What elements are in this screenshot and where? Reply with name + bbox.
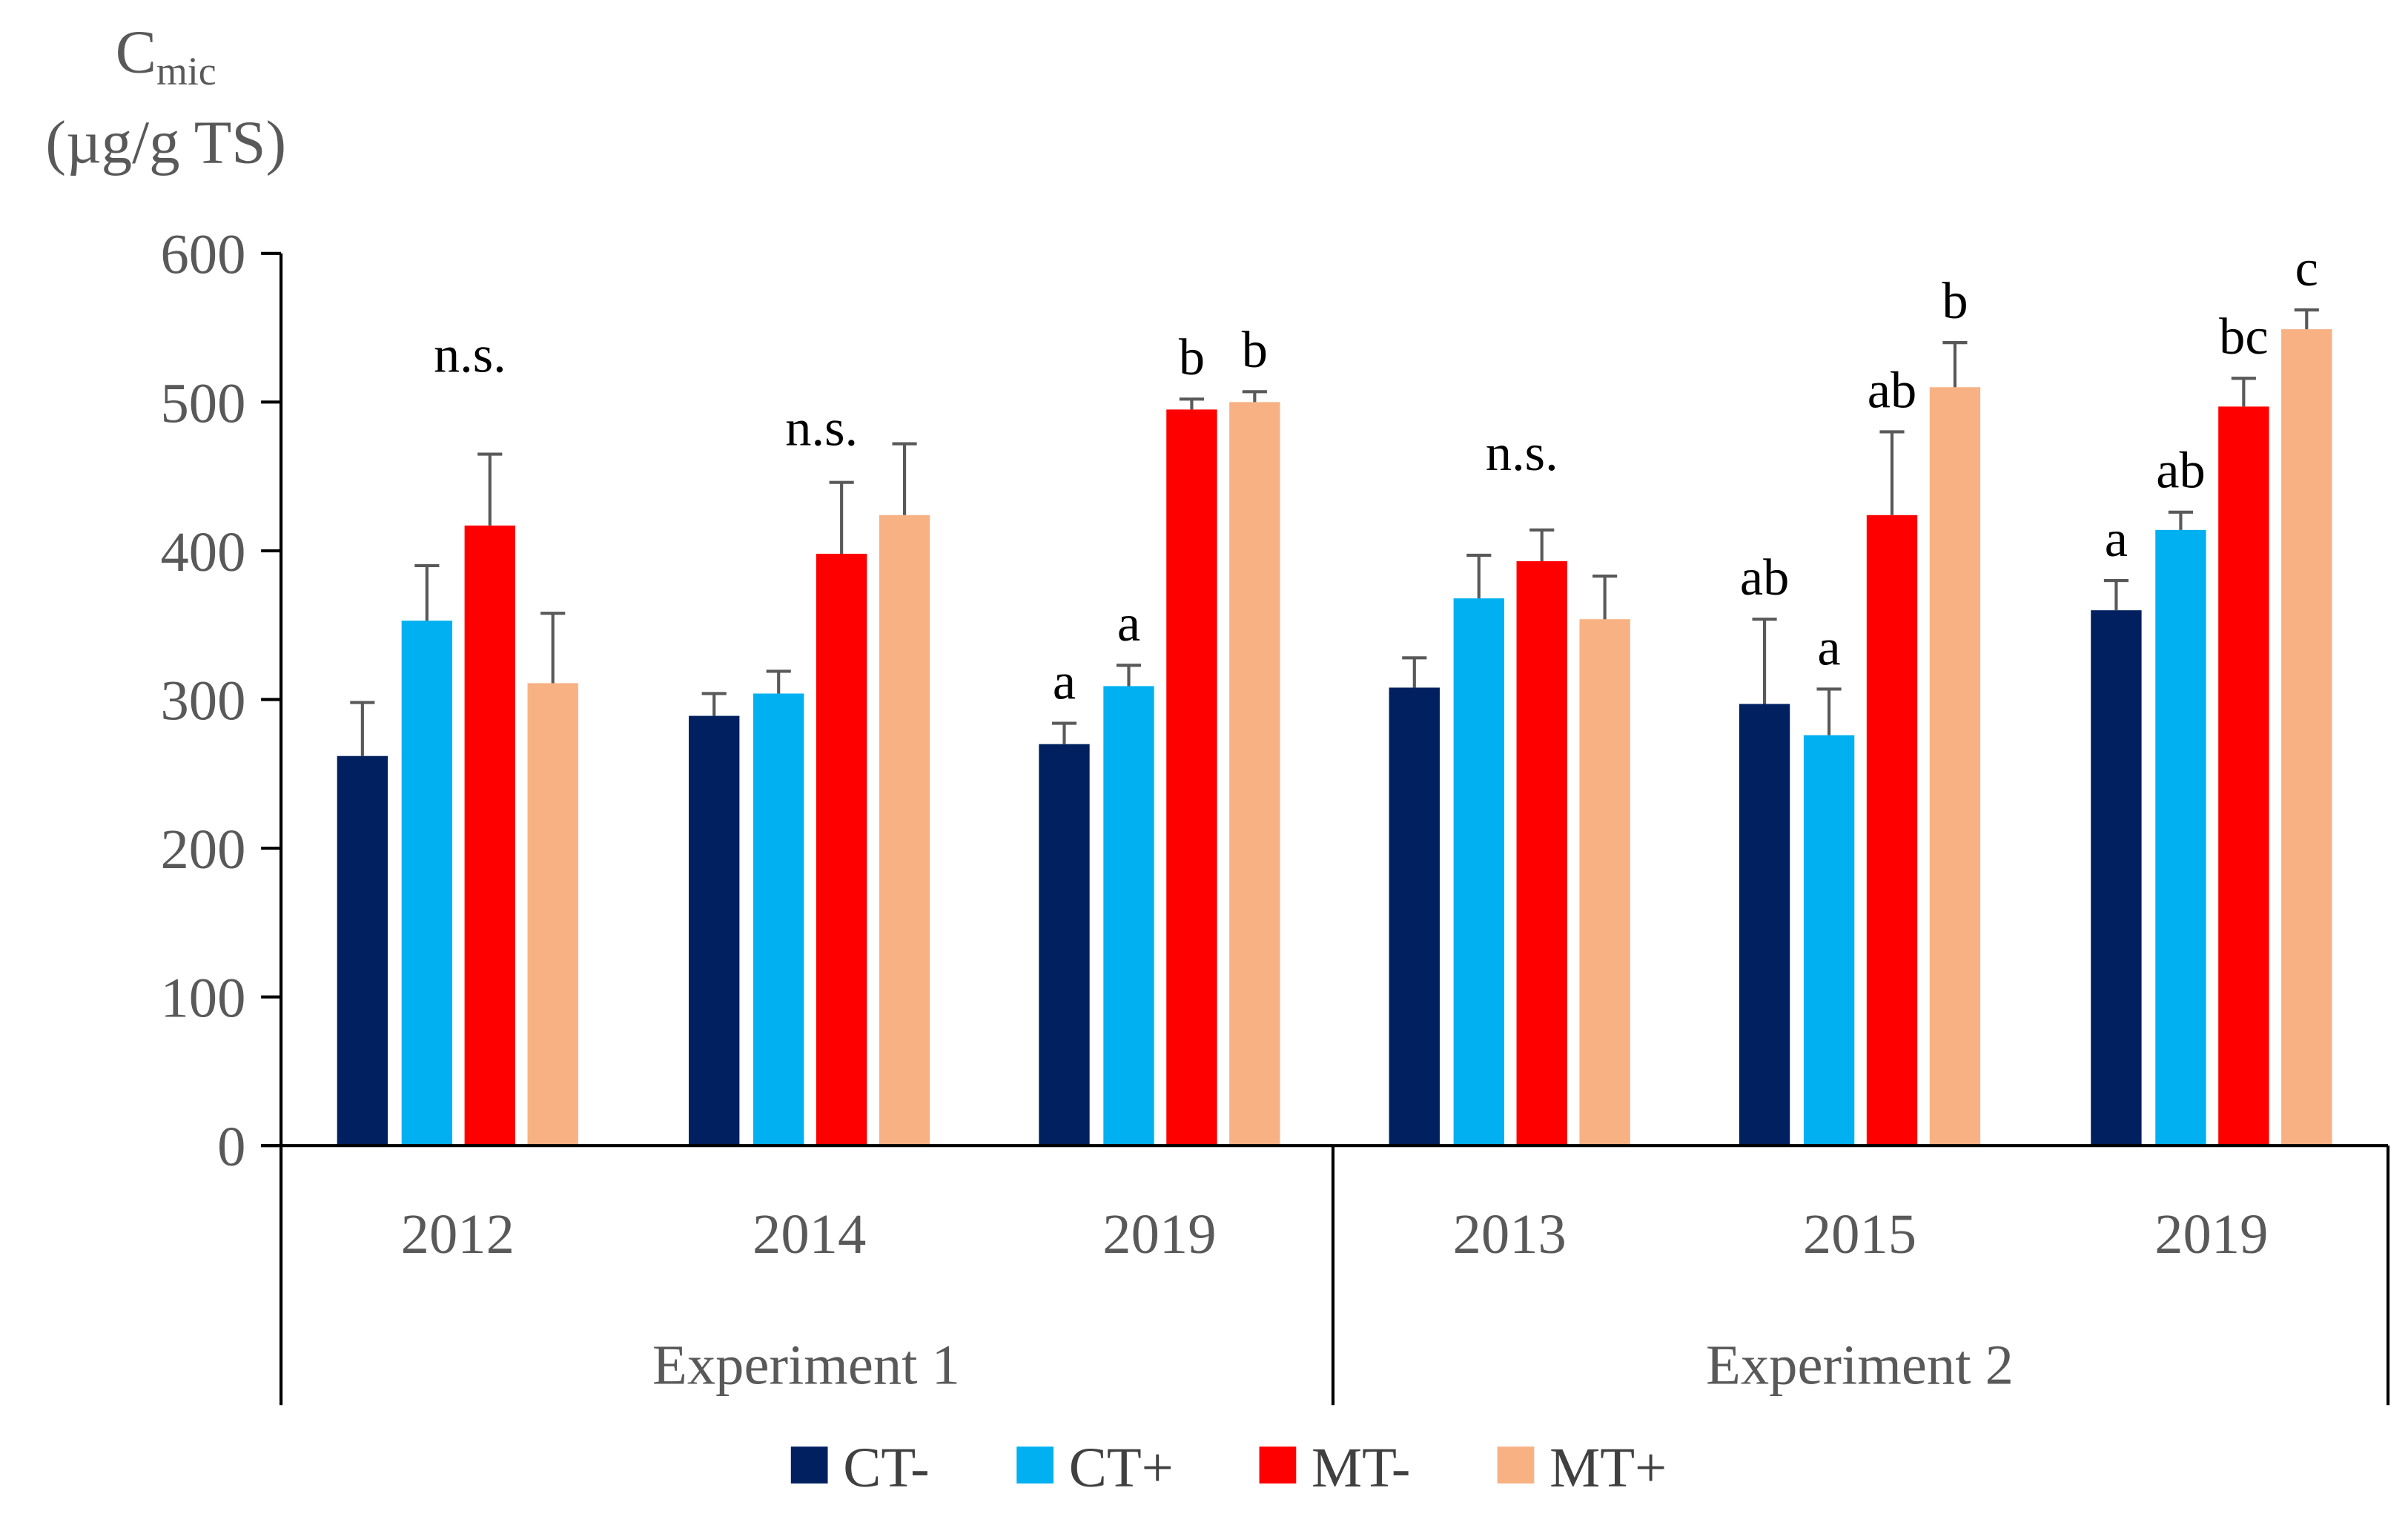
bar-MT+ <box>879 515 930 1146</box>
significance-letter: ab <box>2156 442 2205 500</box>
bar-MT- <box>1516 560 1567 1146</box>
significance-letter: b <box>1942 272 1968 330</box>
svg-text:Cmic: Cmic <box>116 17 216 93</box>
bar-CT- <box>1039 744 1090 1146</box>
y-axis-title-main: C <box>116 17 156 85</box>
bar-CT+ <box>1453 598 1504 1146</box>
y-tick-label: 0 <box>217 1115 245 1178</box>
bar-MT+ <box>2281 329 2332 1146</box>
significance-letter: a <box>2105 510 2128 568</box>
bar-MT+ <box>1579 619 1630 1146</box>
bar-MT- <box>464 525 515 1146</box>
legend-label: MT- <box>1312 1436 1410 1499</box>
bar-MT+ <box>1229 402 1280 1146</box>
significance-annotation: n.s. <box>785 400 858 457</box>
bar-CT+ <box>401 621 453 1146</box>
y-tick-label: 300 <box>160 669 245 732</box>
group-label: Experiment 2 <box>1706 1333 2014 1396</box>
legend-swatch-MT- <box>1259 1446 1297 1484</box>
bar-CT- <box>1389 687 1440 1146</box>
legend-swatch-CT- <box>790 1446 828 1484</box>
bar-CT- <box>337 755 388 1146</box>
legend: CT- CT+ MT- MT+ <box>790 1436 1667 1499</box>
bar-CT+ <box>753 693 804 1146</box>
significance-letter: c <box>2295 239 2318 297</box>
y-axis-title-sub: mic <box>156 49 216 93</box>
bar-MT- <box>816 553 867 1146</box>
significance-letter: b <box>1179 328 1205 386</box>
y-tick-label: 400 <box>160 520 245 583</box>
y-axis-unit: (µg/g TS) <box>45 108 286 176</box>
significance-letter: b <box>1242 321 1268 379</box>
bar-MT- <box>1166 409 1217 1146</box>
legend-label: MT+ <box>1549 1436 1667 1499</box>
bar-CT+ <box>1103 686 1154 1146</box>
bar-MT- <box>1866 515 1918 1146</box>
significance-letter: a <box>1117 595 1140 652</box>
legend-label: CT- <box>843 1436 929 1499</box>
bar-MT+ <box>527 683 578 1146</box>
bar-CT- <box>1739 704 1790 1146</box>
bar-CT+ <box>1803 735 1855 1146</box>
y-tick-label: 600 <box>160 223 245 286</box>
y-tick-label: 500 <box>160 371 245 434</box>
bar-CT- <box>689 715 740 1146</box>
x-tick-label: 2019 <box>1102 1203 1216 1266</box>
y-tick-label: 100 <box>160 967 245 1030</box>
x-tick-label: 2019 <box>2154 1203 2268 1266</box>
significance-letter: ab <box>1868 361 1916 419</box>
significance-letter: a <box>1053 652 1076 710</box>
y-tick-label: 200 <box>160 818 245 881</box>
x-tick-label: 2012 <box>401 1203 515 1266</box>
significance-letter: bc <box>2219 308 2268 366</box>
x-tick-label: 2014 <box>752 1203 866 1266</box>
x-tick-label: 2015 <box>1803 1203 1916 1266</box>
significance-letter: a <box>1817 618 1840 676</box>
bar-MT- <box>2218 406 2269 1146</box>
bar-CT+ <box>2155 529 2206 1146</box>
bar-MT+ <box>1929 387 1981 1146</box>
legend-swatch-MT+ <box>1497 1446 1535 1484</box>
significance-annotation: n.s. <box>434 325 506 383</box>
group-label: Experiment 1 <box>652 1333 960 1396</box>
legend-label: CT+ <box>1069 1436 1174 1499</box>
x-axis: 2012 2014 2019 2013 2015 2019 Experiment 1 Expe… <box>261 1144 2390 1406</box>
y-axis-title: Cmic (µg/g TS) <box>45 17 286 176</box>
significance-annotation: n.s. <box>1486 424 1558 482</box>
legend-swatch-CT+ <box>1016 1446 1054 1484</box>
y-axis: 0 100 200 300 400 500 600 <box>160 223 283 1178</box>
bar-CT- <box>2091 610 2142 1146</box>
x-tick-label: 2013 <box>1453 1203 1567 1266</box>
significance-letter: ab <box>1740 549 1789 606</box>
